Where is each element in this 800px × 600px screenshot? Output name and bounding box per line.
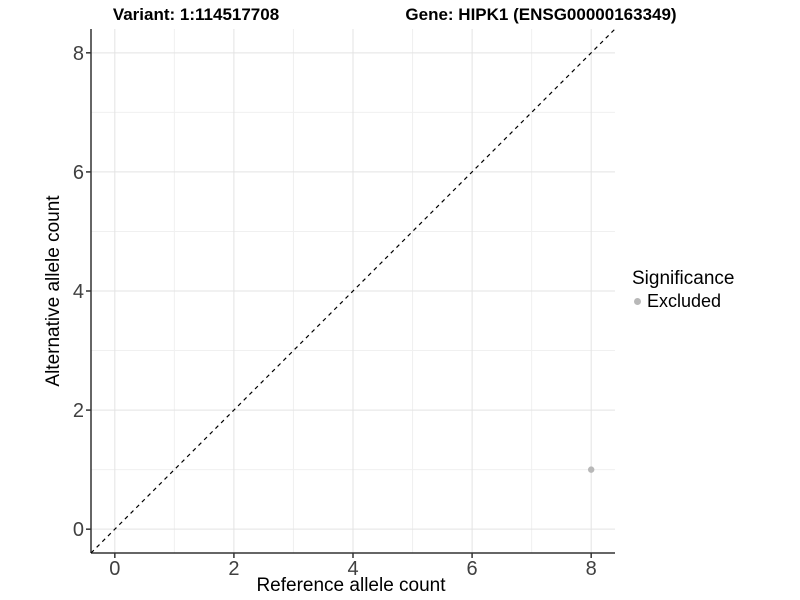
x-tick-label: 0	[109, 558, 120, 580]
legend: Significance Excluded	[632, 268, 734, 311]
y-tick-label: 2	[73, 400, 84, 422]
plot-title-gene: Gene: HIPK1 (ENSG00000163349)	[405, 5, 677, 24]
y-tick-label: 8	[73, 43, 84, 65]
plot-title-variant: Variant: 1:114517708	[112, 5, 280, 24]
x-axis-title: Reference allele count	[256, 575, 446, 596]
y-tick-label: 4	[73, 281, 84, 303]
identity-reference-line	[90, 28, 616, 554]
x-tick-label: 8	[586, 558, 597, 580]
x-tick-label: 2	[228, 558, 239, 580]
y-axis-title: Alternative allele count	[43, 195, 64, 387]
legend-title: Significance	[632, 268, 735, 289]
data-point	[587, 466, 595, 473]
legend-item-excluded: Excluded	[632, 291, 734, 311]
x-tick-label: 6	[467, 558, 478, 580]
y-tick-label: 6	[73, 162, 84, 184]
y-tick-label: 0	[73, 519, 84, 541]
legend-point-icon	[634, 297, 641, 305]
legend-item-label: Excluded	[647, 291, 722, 311]
x-tick-label: 4	[347, 558, 358, 580]
